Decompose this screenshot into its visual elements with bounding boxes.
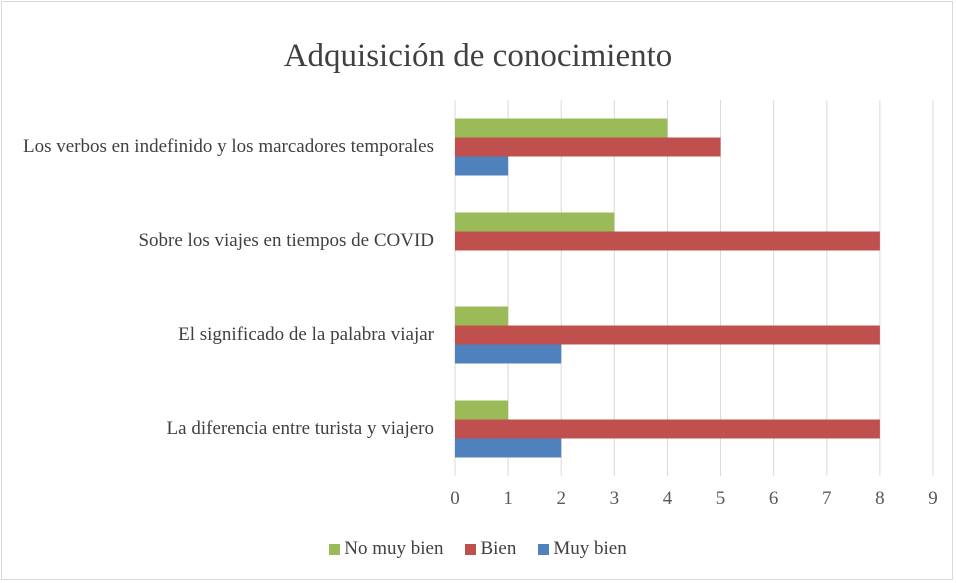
category-label: El significado de la palabra viajar: [178, 323, 434, 347]
x-tick-label: 4: [663, 488, 673, 509]
x-tick-label: 3: [610, 488, 620, 509]
category-label: Sobre los viajes en tiempos de COVID: [138, 229, 434, 253]
bar: [455, 344, 562, 364]
x-tick-label: 9: [928, 488, 938, 509]
x-tick-label: 6: [769, 488, 779, 509]
legend: No muy bien Bien Muy bien: [0, 538, 956, 560]
bar: [455, 419, 880, 439]
category-label-text: Sobre los viajes en tiempos de COVID: [138, 230, 434, 251]
bar: [455, 438, 562, 458]
x-tick-label: 7: [822, 488, 832, 509]
bar: [455, 212, 615, 232]
x-tick-label: 0: [450, 488, 460, 509]
bar: [455, 118, 668, 138]
legend-item: Bien: [465, 538, 516, 560]
legend-item: Muy bien: [538, 538, 627, 560]
category-label-text: El significado de la palabra viajar: [178, 324, 434, 345]
category-label-text: La diferencia entre turista y viajero: [166, 418, 434, 439]
x-tick-label: 2: [556, 488, 566, 509]
bar: [455, 231, 880, 251]
legend-label: Bien: [480, 538, 517, 559]
legend-swatch: [329, 543, 341, 555]
legend-item: No muy bien: [329, 538, 443, 560]
x-tick-label: 8: [875, 488, 885, 509]
bar: [455, 156, 509, 176]
bar: [455, 325, 880, 345]
category-label: Los verbos en indefinido y los marcadore…: [23, 135, 434, 159]
legend-swatch: [465, 543, 477, 555]
chart-title: Adquisición de conocimiento: [283, 38, 673, 74]
legend-label: Muy bien: [553, 538, 627, 559]
bar: [455, 137, 721, 157]
category-label: La diferencia entre turista y viajero: [167, 417, 434, 441]
category-label-text: Los verbos en indefinido y los marcadore…: [22, 136, 434, 157]
legend-swatch: [538, 543, 550, 555]
legend-label: No muy bien: [344, 538, 444, 559]
bar: [455, 400, 509, 420]
x-tick-label: 1: [503, 488, 513, 509]
x-tick-label: 5: [716, 488, 726, 509]
bar: [455, 306, 509, 326]
